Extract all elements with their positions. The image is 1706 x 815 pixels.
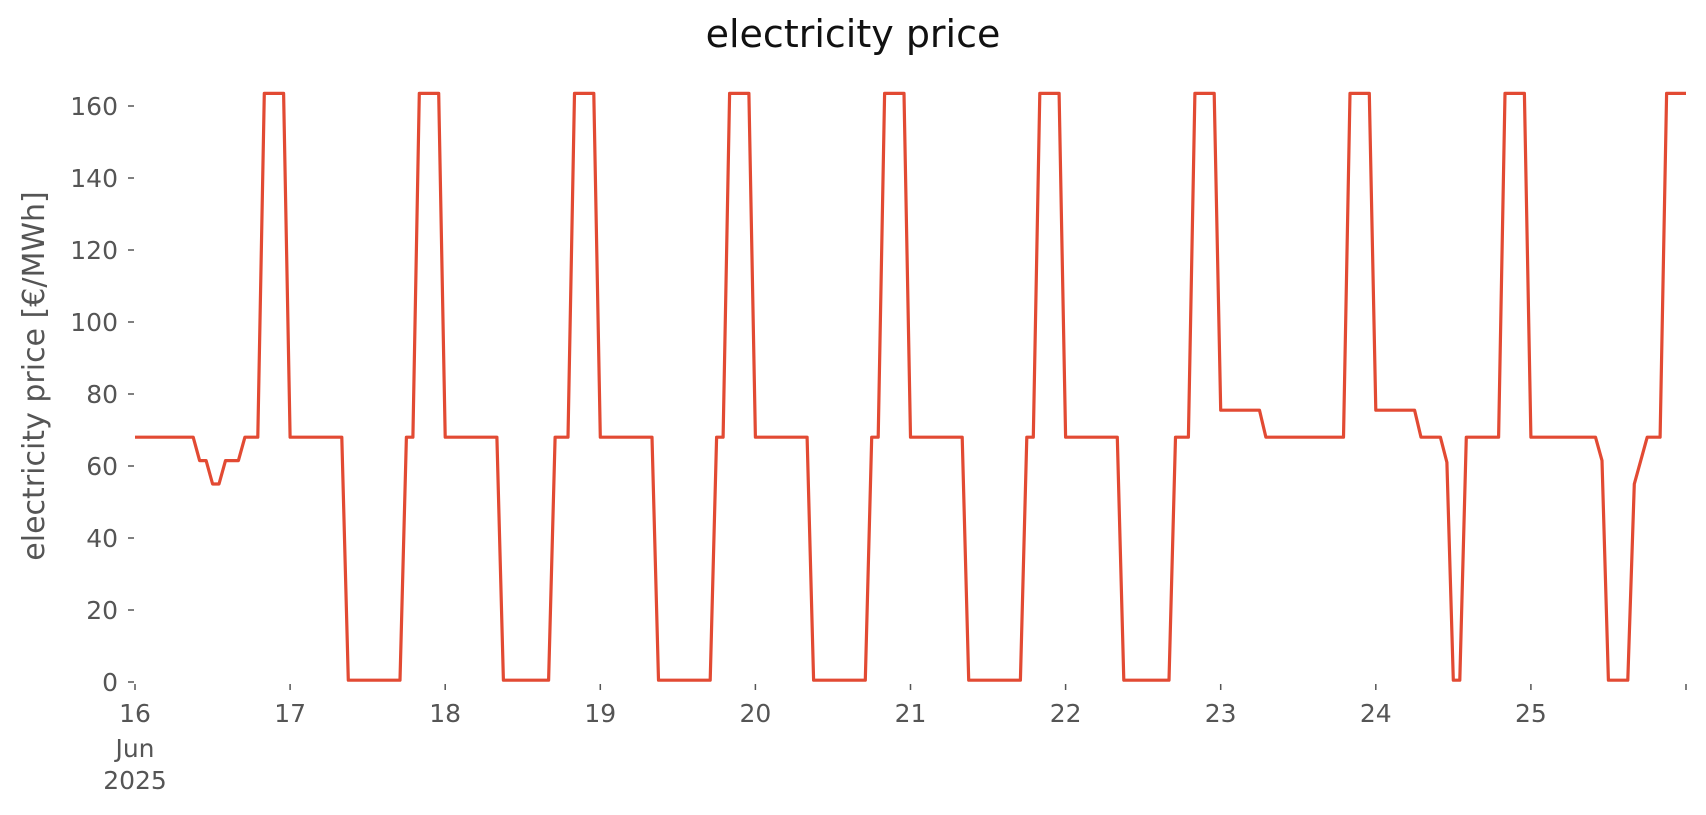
y-tick-label: 40: [86, 524, 118, 553]
x-tick-label: 17: [274, 699, 306, 728]
y-tick-label: 120: [70, 236, 118, 265]
x-tick-label: 23: [1205, 699, 1237, 728]
y-tick-label: 80: [86, 380, 118, 409]
y-tick-label: 20: [86, 596, 118, 625]
y-tick-label: 160: [70, 92, 118, 121]
x-tick-label: 16: [119, 699, 151, 728]
x-axis: 16 Jun 2025 17 18 19 20 21 22 23 24 25: [103, 684, 1687, 795]
y-tick-label: 140: [70, 164, 118, 193]
y-tick-label: 60: [86, 452, 118, 481]
x-tick-sublabel: Jun: [113, 734, 154, 763]
chart-title: electricity price: [705, 12, 1001, 56]
x-tick-label: 22: [1050, 699, 1082, 728]
x-tick-label: 19: [584, 699, 616, 728]
x-tick-label: 21: [895, 699, 927, 728]
y-axis-label: electricity price [€/MWh]: [17, 191, 52, 560]
y-axis: 0 20 40 60 80 100 120 140 160: [70, 92, 134, 697]
y-tick-label: 0: [102, 668, 118, 697]
x-tick-label: 25: [1515, 699, 1547, 728]
x-tick-label: 20: [739, 699, 771, 728]
series-group: [135, 91, 1686, 682]
y-tick-label: 100: [70, 308, 118, 337]
x-tick-label: 24: [1360, 699, 1392, 728]
x-tick-label: 18: [429, 699, 461, 728]
x-tick-sublabel: 2025: [103, 766, 167, 795]
price-series-line: [135, 91, 1686, 682]
